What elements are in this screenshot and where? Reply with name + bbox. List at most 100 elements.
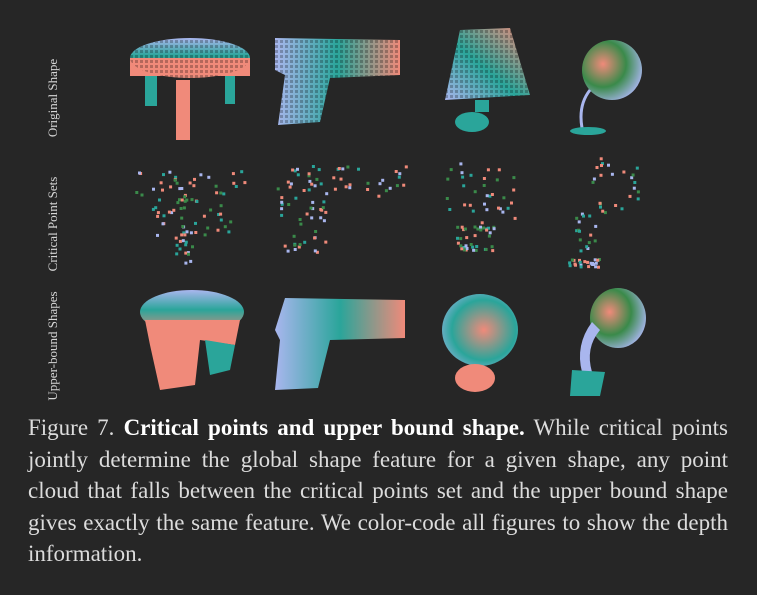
critical-point: [180, 198, 184, 202]
critical-point: [593, 258, 597, 262]
critical-point: [636, 190, 640, 194]
critical-point: [243, 181, 247, 185]
critical-point: [588, 214, 592, 218]
critical-point: [463, 227, 467, 231]
critical-point: [583, 260, 587, 264]
critical-point: [174, 236, 178, 240]
critical-table: [135, 170, 247, 265]
critical-point: [309, 206, 313, 210]
critical-point: [460, 247, 464, 251]
critical-point: [491, 249, 495, 253]
critical-point: [388, 186, 392, 190]
critical-point: [473, 225, 477, 229]
critical-point: [138, 171, 141, 175]
critical-point: [344, 185, 348, 189]
critical-point: [234, 185, 238, 188]
critical-point: [580, 212, 584, 216]
critical-point: [512, 188, 516, 192]
critical-point: [578, 238, 582, 242]
critical-point: [490, 245, 494, 249]
critical-point: [158, 198, 161, 202]
critical-point: [366, 181, 370, 185]
critical-lamp: [445, 162, 517, 253]
critical-point: [219, 191, 223, 195]
critical-point: [240, 170, 244, 174]
critical-point: [346, 165, 350, 169]
critical-point: [473, 234, 477, 238]
critical-point: [492, 227, 496, 231]
critical-point: [568, 261, 572, 265]
caption-label: Figure 7.: [28, 415, 115, 440]
critical-point: [185, 198, 189, 202]
critical-point: [456, 241, 460, 245]
critical-point: [189, 231, 193, 235]
critical-point: [471, 245, 475, 249]
critical-point: [446, 177, 450, 181]
original-table: [130, 38, 250, 140]
critical-point: [172, 208, 176, 212]
critical-point: [173, 178, 177, 182]
critical-point: [187, 252, 190, 256]
critical-point: [188, 181, 192, 185]
critical-point: [445, 197, 449, 200]
critical-point: [292, 234, 296, 238]
critical-point: [162, 173, 165, 177]
critical-point: [231, 172, 235, 176]
critical-point: [579, 249, 583, 253]
upper-bound-lamp: [442, 294, 518, 392]
critical-point: [184, 251, 188, 255]
critical-point: [319, 216, 323, 220]
critical-point: [180, 233, 184, 237]
critical-point: [219, 212, 223, 216]
critical-point: [207, 175, 211, 179]
critical-point: [219, 218, 223, 222]
critical-point: [190, 198, 194, 202]
critical-point: [185, 230, 189, 234]
critical-point: [591, 180, 595, 184]
critical-point: [485, 194, 489, 198]
critical-point: [156, 211, 160, 215]
critical-point: [183, 195, 187, 199]
critical-point: [222, 192, 226, 196]
critical-point: [632, 186, 636, 190]
critical-point: [484, 248, 488, 251]
critical-point: [395, 184, 399, 188]
critical-point: [622, 170, 626, 174]
critical-point: [315, 177, 319, 181]
critical-point: [178, 187, 182, 191]
original-gun: [275, 38, 400, 125]
critical-point: [219, 204, 223, 208]
critical-point: [348, 183, 352, 187]
critical-point: [287, 203, 291, 206]
critical-point: [314, 230, 318, 233]
critical-point: [460, 225, 464, 229]
critical-point: [582, 214, 585, 218]
critical-point: [357, 167, 360, 171]
critical-point: [293, 248, 297, 251]
critical-point: [506, 206, 510, 210]
upper-bound-desk-lamp: [570, 288, 646, 396]
critical-point: [462, 248, 466, 252]
critical-point: [599, 205, 602, 209]
critical-point: [286, 249, 290, 253]
critical-point: [161, 222, 165, 226]
critical-point: [578, 229, 581, 233]
critical-point: [568, 264, 572, 268]
critical-point: [313, 236, 317, 240]
critical-point: [460, 171, 464, 175]
critical-point: [182, 231, 186, 235]
critical-point: [174, 175, 178, 179]
critical-point: [398, 172, 402, 176]
upper-bound-gun: [275, 298, 405, 390]
critical-point: [288, 185, 292, 189]
critical-point: [289, 182, 293, 186]
critical-point: [179, 207, 183, 210]
critical-point: [482, 177, 486, 180]
critical-point: [469, 243, 473, 246]
original-desk-lamp: [570, 40, 642, 135]
critical-point: [570, 258, 574, 262]
critical-point: [510, 201, 513, 205]
critical-point: [195, 200, 199, 203]
critical-point: [168, 170, 172, 174]
critical-point: [140, 193, 144, 197]
